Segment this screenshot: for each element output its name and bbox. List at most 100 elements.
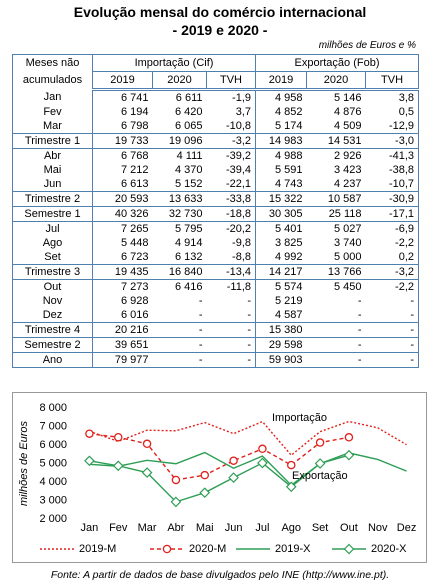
y-tick-label: 4 000 — [39, 476, 67, 488]
marker — [84, 455, 95, 467]
cell: 25 118 — [306, 206, 366, 222]
cell: - — [206, 337, 256, 353]
row-label: Trimestre 4 — [12, 322, 93, 338]
cell: -3,0 — [365, 133, 419, 149]
series-line — [89, 420, 407, 457]
x-tick-label: Jun — [225, 522, 243, 534]
cell: 6 416 — [174, 281, 203, 293]
marker — [257, 457, 268, 469]
column-header: 2020 — [306, 71, 366, 91]
cell: 4 111 — [176, 150, 203, 162]
cell: -2,2 — [395, 237, 415, 249]
x-tick-label: Abr — [167, 522, 184, 534]
marker — [170, 496, 182, 508]
x-tick-label: Jan — [81, 522, 99, 534]
table-row: Semestre 1 40 326 32 730 -18,8 30 305 25 118-… — [12, 206, 419, 222]
cell: 2 926 — [333, 150, 362, 162]
marker — [141, 467, 153, 478]
marker — [171, 475, 181, 485]
cell: -41,3 — [388, 150, 415, 162]
unit-note: milhões de Euros e % — [318, 40, 416, 51]
row-label: Semestre 1 — [12, 206, 93, 222]
cell: 39 651 — [92, 337, 153, 353]
cell: 7 265 — [92, 221, 153, 236]
table-row: Trimestre 3 19 435 16 840 -13,4 14 217 13 766… — [12, 264, 419, 280]
row-label: Trimestre 2 — [12, 191, 93, 207]
column-header: 2020 — [152, 71, 207, 91]
title: Evolução mensal do comércio internaciona… — [73, 4, 367, 20]
cell: 20 216 — [92, 322, 153, 338]
series-line — [89, 433, 350, 481]
row-label: Abr — [43, 150, 62, 162]
row-label: Jan — [43, 91, 62, 104]
cell: - — [357, 354, 362, 366]
cell: -10,8 — [206, 119, 256, 134]
cell: -18,8 — [206, 206, 256, 222]
marker — [142, 439, 152, 449]
cell: -33,8 — [206, 191, 256, 207]
subtitle: - 2019 e 2020 - — [172, 22, 268, 38]
cell: 6 420 — [174, 106, 203, 118]
cell: - — [206, 308, 256, 323]
cell: 10 587 — [306, 191, 366, 207]
x-tick-label: Nov — [368, 522, 388, 534]
cell: - — [306, 322, 366, 338]
cell: 15 322 — [255, 191, 307, 207]
row-label: Semestre 2 — [12, 337, 93, 353]
cell: 5 401 — [255, 221, 307, 236]
cell: 5 146 — [333, 92, 362, 104]
marker — [286, 460, 296, 470]
cell: 4 958 — [255, 89, 307, 105]
cell: 4 237 — [306, 177, 366, 192]
table-row: Fev 6 194 6 420 3,7 4 852 4 876 0,5 — [13, 105, 419, 119]
cell: 4 988 — [255, 148, 307, 163]
cell: -6,9 — [395, 223, 415, 235]
series-line — [89, 454, 350, 503]
cell: 4 876 — [333, 106, 362, 118]
marker — [114, 432, 123, 442]
marker — [200, 470, 209, 480]
cell: 0,2 — [365, 250, 419, 265]
column-header: TVH — [365, 71, 419, 91]
table-row: Mar 6 798 6 065 -10,8 5 174 4 509 -12,9 — [12, 119, 419, 134]
cell: - — [365, 337, 419, 353]
table-row: Trimestre 2 20 593 13 633 -33,8 15 322 10 587… — [12, 191, 419, 207]
cell: - — [365, 308, 419, 323]
cell: 14 531 — [306, 133, 366, 149]
cell: -39,4 — [225, 164, 252, 176]
x-tick-label: Dez — [397, 522, 417, 534]
y-tick-label: 5 000 — [39, 457, 67, 469]
marker — [343, 449, 355, 461]
marker — [228, 472, 239, 483]
cell: 59 903 — [255, 352, 307, 368]
row-label: Jul — [45, 223, 60, 235]
cell: -10,7 — [365, 177, 419, 192]
annotation: Exportação — [292, 470, 348, 482]
table-row: Out 7 273 6 416 -11,8 5 574 5 450 -2,2 — [13, 279, 419, 294]
table-row: Mai 7 212 4 370 -39,4 5 591 3 423 -38,8 — [13, 163, 419, 177]
marker — [258, 444, 267, 454]
cell: 4 743 — [255, 177, 307, 192]
cell: 3,7 — [235, 106, 252, 118]
cell: - — [365, 322, 419, 338]
cell: -22,1 — [206, 177, 256, 192]
legend-label: 2020-M — [189, 543, 226, 555]
row-label: Jun — [12, 177, 93, 192]
cell: 3 740 — [333, 237, 362, 249]
cell: 6 723 — [92, 250, 153, 265]
chart-frame — [12, 392, 427, 563]
cell: 6 194 — [92, 105, 153, 119]
marker — [314, 458, 326, 469]
row-label: Set — [12, 250, 93, 265]
column-header: 2019 — [255, 71, 307, 91]
cell: 29 598 — [255, 337, 307, 353]
cell: -39,2 — [225, 150, 252, 162]
cell: - — [306, 308, 366, 323]
cell: 3 825 — [255, 236, 307, 250]
cell: -1,9 — [232, 92, 252, 104]
cell: 5 000 — [306, 250, 366, 265]
marker — [344, 433, 354, 442]
cell: -3,2 — [206, 133, 256, 149]
table-row: Dez 6 016- -4 587- - — [12, 308, 419, 323]
